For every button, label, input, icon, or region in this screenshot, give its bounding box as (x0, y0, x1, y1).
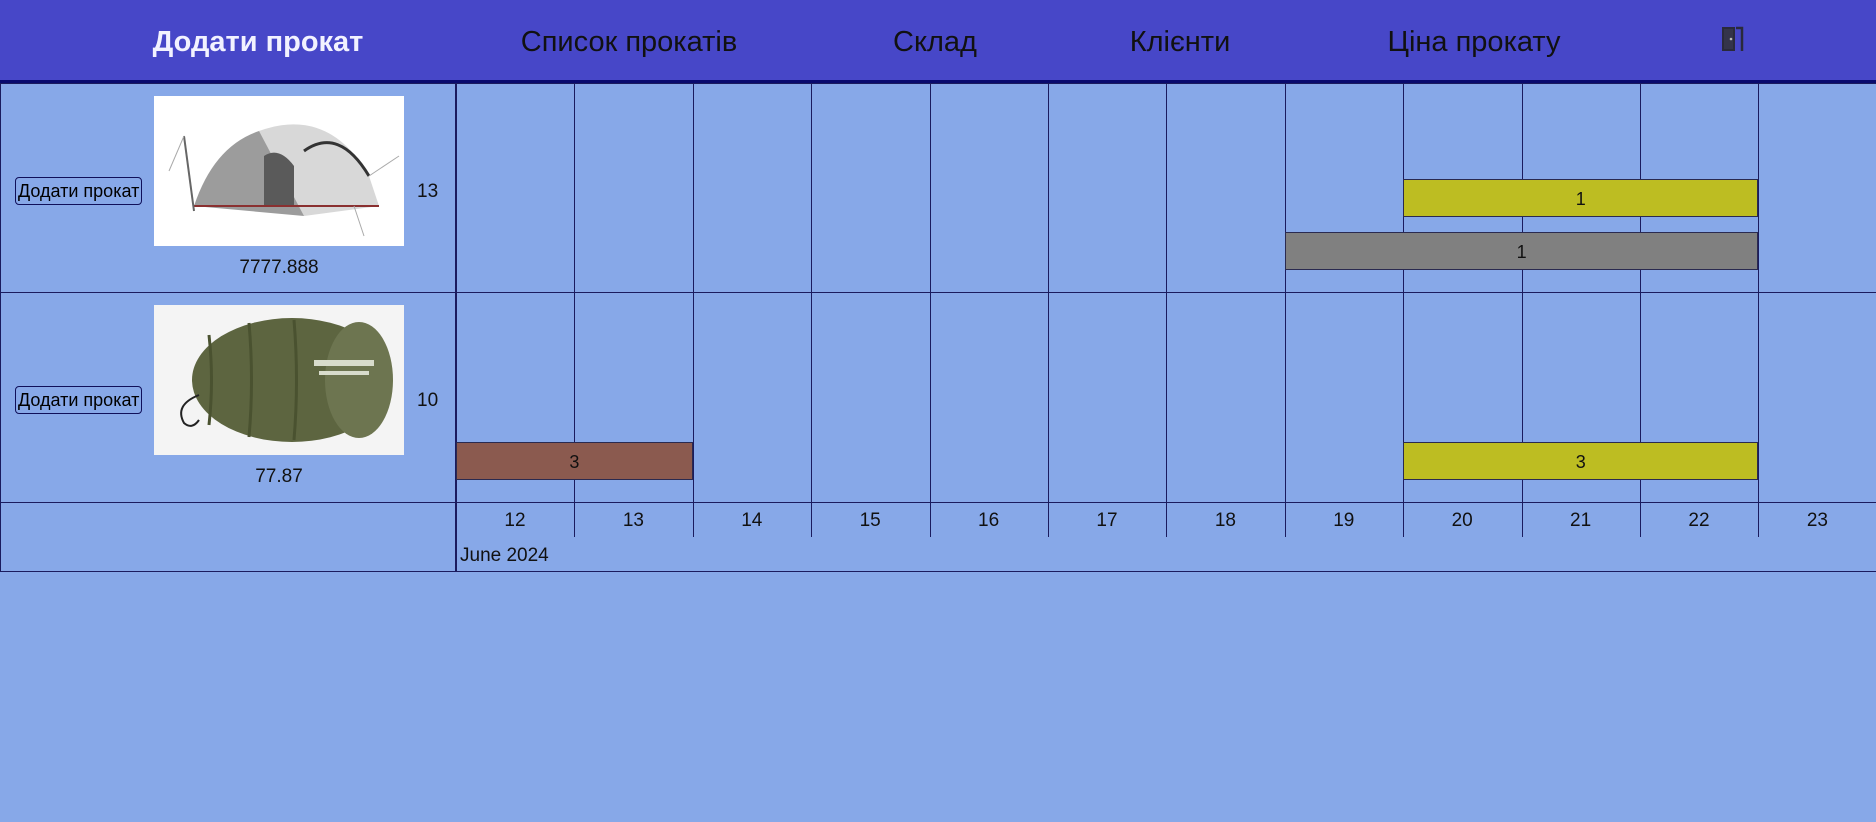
item-price: 77.87 (255, 466, 303, 487)
day-label: 14 (741, 510, 763, 531)
door-exit-icon[interactable] (1716, 24, 1746, 54)
booking-bar[interactable]: 3 (1403, 442, 1759, 480)
item-quantity: 13 (417, 181, 439, 202)
item-cell-sleeping-bag: Додати прокат 77.87 10 (0, 292, 456, 503)
sleeping-bag-image (154, 305, 404, 455)
item-price: 7777.888 (239, 257, 319, 278)
day-column-line (574, 83, 576, 537)
day-column-line (1284, 83, 1286, 537)
booking-bar[interactable]: 1 (1403, 179, 1759, 217)
day-column-line (929, 83, 931, 537)
month-label: June 2024 (460, 545, 549, 566)
add-rental-button[interactable]: Додати прокат (15, 386, 143, 414)
row-line (456, 502, 1876, 503)
day-label: 12 (504, 510, 526, 531)
item-quantity: 10 (417, 390, 439, 411)
row-line (456, 571, 1876, 572)
booking-bar[interactable]: 1 (1284, 232, 1759, 270)
day-label: 20 (1451, 510, 1473, 531)
row-line (456, 292, 1876, 293)
footer-left-cell (0, 502, 456, 572)
day-label: 22 (1688, 510, 1710, 531)
day-label: 13 (622, 510, 644, 531)
booking-bar[interactable]: 3 (456, 442, 693, 480)
day-column-line (1521, 83, 1523, 537)
day-label: 23 (1806, 510, 1828, 531)
timeline-area: 12 13 14 15 16 17 18 19 20 21 22 23 June 2024 1 1 3 3 (456, 83, 1876, 572)
day-column-line (1403, 83, 1405, 537)
timeline-left-border (456, 83, 457, 572)
day-column-line (1640, 83, 1641, 537)
day-label: 21 (1570, 510, 1592, 531)
day-label: 17 (1096, 510, 1118, 531)
row-line (456, 83, 1876, 84)
nav-add-rental[interactable]: Додати прокат (152, 26, 364, 58)
nav-warehouse[interactable]: Склад (893, 26, 977, 58)
day-column-line (811, 83, 813, 537)
item-cell-tent: Додати прокат 7777.888 13 (0, 83, 456, 293)
day-column-line (1048, 83, 1049, 537)
day-column-line (1758, 83, 1760, 537)
add-rental-button[interactable]: Додати прокат (15, 177, 143, 205)
day-label: 15 (859, 510, 881, 531)
day-column-line (692, 83, 694, 537)
nav-clients[interactable]: Клієнти (1129, 26, 1231, 58)
day-label: 16 (978, 510, 1000, 531)
day-column-line (1166, 83, 1168, 537)
top-navigation: Додати прокат Список прокатів Склад Кліє… (0, 0, 1876, 83)
day-label: 18 (1214, 510, 1236, 531)
tent-image (154, 96, 404, 246)
day-label: 19 (1333, 510, 1355, 531)
nav-rental-price[interactable]: Ціна прокату (1387, 26, 1561, 58)
nav-rental-list[interactable]: Список прокатів (520, 26, 738, 58)
